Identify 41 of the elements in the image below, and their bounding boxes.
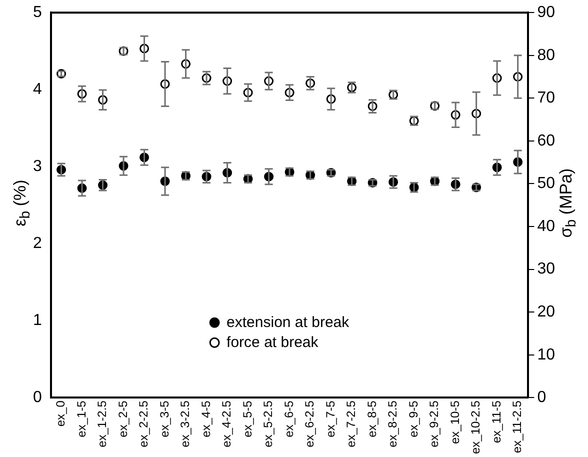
x-tick-label: ex_11-2.5	[510, 400, 524, 454]
y2-tick-label: 80	[537, 46, 556, 64]
x-tick-label: ex_7-5	[323, 400, 338, 438]
y2-tick-label: 20	[537, 303, 556, 320]
x-tick-label: ex_2-5	[116, 400, 130, 438]
y-tick-label: 4	[32, 81, 42, 98]
y-tick-label: 2	[32, 235, 42, 252]
x-tick-label: ex_4-2.5	[220, 400, 234, 448]
x-tick-label: ex_8-2.5	[386, 400, 400, 448]
x-tick-label: ex_3-2.5	[178, 400, 192, 448]
y2-tick-label: 70	[537, 90, 556, 107]
x-tick-label: ex_6-2.5	[302, 400, 317, 448]
x-tick-label: ex_1-5	[74, 400, 88, 438]
y2-tick-label: 30	[537, 260, 556, 278]
y2-tick-label: 0	[537, 389, 546, 406]
x-tick-label: ex_8-5	[364, 400, 379, 438]
y-tick-label: 1	[32, 312, 42, 330]
x-tick-label: ex_10-2.5	[468, 400, 483, 454]
x-tick-label: ex_5-2.5	[261, 400, 276, 448]
x-tick-label: ex_2-2.5	[136, 400, 151, 448]
x-tick-label: ex_4-5	[198, 400, 213, 438]
x-tick-label: ex_1-2.5	[95, 400, 110, 448]
x-tick-label: ex_0	[54, 400, 68, 427]
y2-tick-label: 50	[537, 175, 556, 192]
x-tick-label: ex_5-5	[240, 400, 254, 438]
x-tick-label: ex_9-2.5	[427, 400, 442, 448]
x-tick-label: ex_11-5	[489, 400, 504, 444]
legend-label: extension at break	[226, 314, 350, 331]
x-tick-label: ex_6-5	[282, 400, 296, 438]
x-tick-label: ex_10-5	[448, 400, 462, 444]
y-tick-label: 5	[32, 4, 42, 22]
legend-label: force at break	[226, 334, 319, 351]
x-tick-label: ex_9-5	[406, 400, 420, 438]
y2-tick-label: 40	[537, 218, 556, 235]
y-tick-label: 0	[32, 389, 42, 406]
x-tick-label: ex_7-2.5	[344, 400, 358, 448]
y2-tick-label: 60	[537, 132, 556, 150]
y2-tick-label: 10	[537, 346, 556, 364]
y-tick-label: 3	[32, 158, 42, 176]
x-tick-label: ex_3-5	[157, 400, 172, 438]
y2-tick-label: 90	[537, 4, 556, 22]
